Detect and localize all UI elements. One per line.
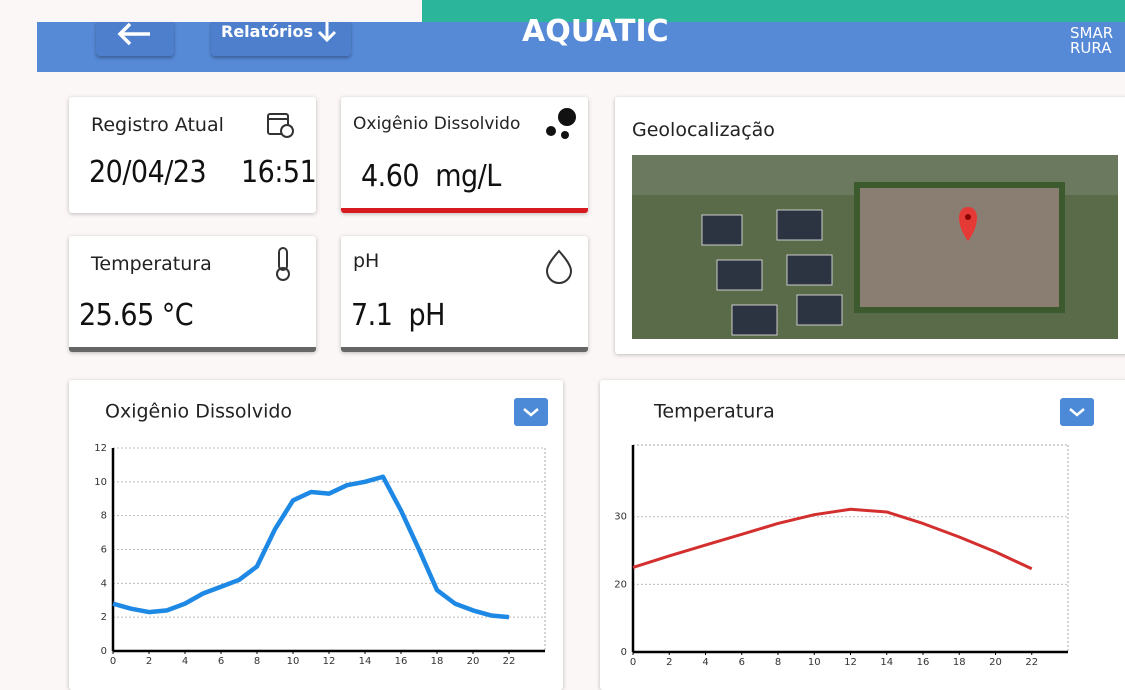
logo: SMAR RURA (1070, 26, 1113, 56)
x-tick-label: 10 (808, 657, 821, 668)
geo-card: Geolocalização (615, 97, 1125, 354)
data-line (633, 509, 1032, 569)
chart: Oxigênio Dissolvido 0 2 4 6 8 10 12 0 2 4 6 8 10 12 14 1… (69, 390, 563, 679)
x-tick-label: 12 (844, 657, 857, 668)
back-icon (96, 22, 174, 56)
card-label: pH (353, 250, 379, 272)
x-tick-label: 2 (146, 656, 152, 667)
oxygen-icon (541, 105, 581, 141)
reports-label: Relatórios (221, 22, 313, 41)
y-tick-label: 2 (101, 612, 107, 623)
x-tick-label: 6 (218, 656, 224, 667)
temperature-card: Temperatura 25.65 °C (69, 236, 316, 352)
x-tick-label: 8 (254, 656, 260, 667)
chart: Temperatura 0 20 30 0 2 4 6 8 10 12 14 16 18 20 22 (600, 390, 1125, 679)
x-tick-label: 0 (630, 657, 636, 668)
y-tick-label: 10 (94, 477, 107, 488)
x-tick-label: 2 (666, 657, 672, 668)
y-tick-label: 8 (101, 511, 107, 522)
page: Relatórios AQUATIC SMAR RURA Registro At… (0, 0, 1125, 679)
ph-icon (541, 248, 577, 284)
reports-button[interactable]: Relatórios (211, 22, 351, 56)
x-tick-label: 14 (359, 656, 372, 667)
app-title: AQUATIC (522, 14, 669, 49)
x-tick-label: 18 (953, 657, 966, 668)
temperature-value: 25.65 °C (79, 298, 193, 333)
chart-title: Temperatura (653, 401, 775, 423)
x-tick-label: 18 (431, 656, 444, 667)
x-tick-label: 16 (395, 656, 408, 667)
y-tick-label: 6 (101, 545, 107, 556)
oxygen-value: 4.60 mg/L (361, 159, 501, 194)
card-label: Geolocalização (632, 119, 775, 141)
card-label: Registro Atual (91, 114, 224, 136)
calendar-icon (265, 109, 295, 139)
x-tick-label: 20 (467, 656, 480, 667)
y-tick-label: 0 (101, 646, 107, 657)
y-tick-label: 30 (614, 512, 627, 523)
down-arrow (315, 22, 345, 48)
x-tick-label: 20 (989, 657, 1002, 668)
record-card: Registro Atual 20/04/23 16:51 (69, 97, 316, 213)
ph-card: pH 7.1 pH (341, 236, 588, 352)
x-tick-label: 4 (702, 657, 708, 668)
x-tick-label: 0 (110, 656, 116, 667)
map (632, 155, 1118, 339)
oxygen-card: Oxigênio Dissolvido 4.60 mg/L (341, 97, 588, 213)
logo-line: RURA (1070, 41, 1113, 56)
ph-value: 7.1 pH (351, 298, 445, 333)
x-tick-label: 8 (775, 657, 781, 668)
card-label: Oxigênio Dissolvido (353, 114, 520, 134)
x-tick-label: 4 (182, 656, 188, 667)
record-time: 16:51 (241, 155, 316, 190)
y-tick-label: 12 (94, 443, 107, 454)
x-tick-label: 12 (323, 656, 336, 667)
data-line (113, 477, 509, 617)
x-tick-label: 22 (503, 656, 516, 667)
y-tick-label: 20 (614, 579, 627, 590)
x-tick-label: 16 (917, 657, 930, 668)
y-tick-label: 4 (101, 578, 107, 589)
back-button[interactable] (96, 22, 174, 56)
x-tick-label: 6 (739, 657, 745, 668)
record-date: 20/04/23 (89, 155, 206, 190)
card-label: Temperatura (91, 253, 212, 275)
chart-title: Oxigênio Dissolvido (105, 401, 292, 423)
y-tick-label: 0 (621, 647, 627, 658)
x-tick-label: 22 (1025, 657, 1038, 668)
thermometer-icon (273, 246, 299, 282)
x-tick-label: 10 (287, 656, 300, 667)
x-tick-label: 14 (880, 657, 893, 668)
